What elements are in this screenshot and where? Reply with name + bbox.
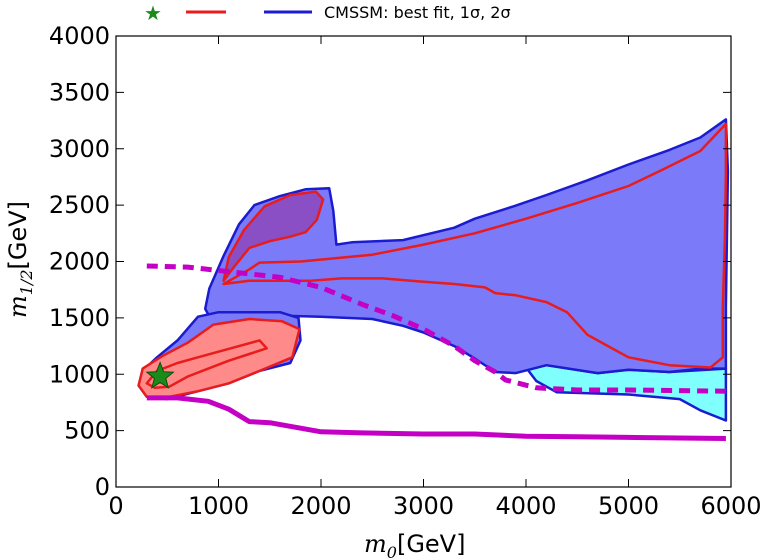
x-tick-label: 3000 — [393, 492, 454, 520]
y-tick-label: 1500 — [49, 304, 110, 332]
best-fit-star — [145, 361, 175, 389]
x-tick-label: 2000 — [290, 492, 351, 520]
region-cyan — [524, 363, 728, 422]
y-tick-label: 3500 — [49, 78, 110, 106]
region-1sigma-lower — [137, 317, 301, 399]
legend: ★ CMSSM: best fit, 1σ, 2σ — [144, 1, 511, 25]
x-axis-label: m0[GeV] — [364, 530, 465, 560]
x-tick-label: 4000 — [495, 492, 556, 520]
y-tick-label: 0 — [95, 473, 110, 501]
region-1sigma-upper — [222, 190, 325, 282]
y-tick-label: 1000 — [49, 360, 110, 388]
plot-area — [115, 35, 732, 488]
contour-1sigma-best — [145, 339, 268, 390]
plot-content — [137, 118, 730, 441]
x-tick-label: 6000 — [700, 492, 761, 520]
x-tick-labels: 0 1000 2000 3000 4000 5000 6000 — [108, 492, 761, 520]
y-tick-labels: 0 500 1000 1500 2000 2500 3000 3500 4000 — [49, 22, 110, 501]
y-tick-label: 3000 — [49, 135, 110, 163]
contour-1sigma-main — [222, 122, 728, 369]
magenta-solid-line — [146, 395, 726, 441]
x-tick-label: 0 — [108, 492, 123, 520]
legend-best-fit-star: ★ — [144, 1, 162, 25]
magenta-dashed-line — [146, 263, 726, 394]
x-tick-label: 1000 — [188, 492, 249, 520]
y-tick-label: 2500 — [49, 191, 110, 219]
legend-label: CMSSM: best fit, 1σ, 2σ — [324, 3, 511, 22]
y-tick-label: 500 — [64, 417, 110, 445]
y-tick-label: 2000 — [49, 248, 110, 276]
x-tick-label: 5000 — [598, 492, 659, 520]
y-axis-label: m1/2[GeV] — [4, 201, 36, 318]
y-tick-label: 4000 — [49, 22, 110, 50]
